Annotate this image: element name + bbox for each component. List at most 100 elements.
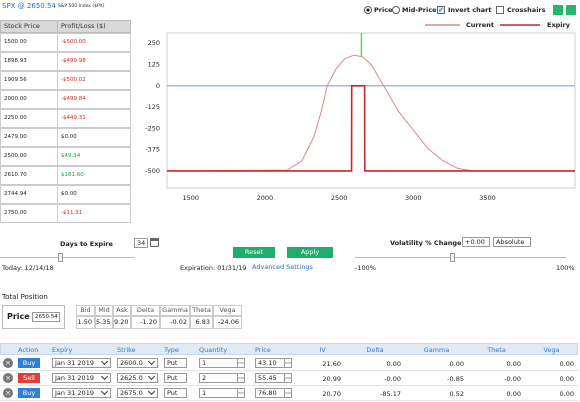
remove-icon[interactable]: × <box>3 388 13 398</box>
table-cell: 2500.00 <box>0 147 58 166</box>
price-label: Price <box>7 312 30 321</box>
advanced-link[interactable]: Advanced Settings <box>252 263 313 271</box>
greek-value: 9.20 <box>113 316 131 329</box>
x-tick-label: 1500 <box>182 194 199 202</box>
index-name: S&P 500 Index ($PX) <box>58 4 105 9</box>
price-input[interactable]: 2650.54 <box>32 312 60 322</box>
greek-header: Delta <box>131 305 160 316</box>
radio-label: Price <box>374 6 393 14</box>
cell-value: -85.17 <box>380 390 401 398</box>
checkbox-label: Crosshairs <box>507 6 546 14</box>
column-header: Price <box>255 346 271 354</box>
greek-value: -0.02 <box>160 316 190 329</box>
row-line <box>0 400 578 401</box>
symbol-link[interactable]: SPX @ 2650.54 <box>2 2 56 10</box>
table-header: Profit/Loss ($) <box>57 20 131 33</box>
column-header: Theta <box>487 346 506 354</box>
column-header: Type <box>164 346 179 354</box>
cell-value: -0.00 <box>504 375 521 383</box>
slider-track <box>0 257 135 258</box>
layout-button[interactable] <box>553 5 563 15</box>
column-header: Expiry <box>52 346 73 354</box>
vol-mode-select[interactable]: Absolute <box>493 237 531 247</box>
cell-value: 0.00 <box>559 375 574 383</box>
y-tick-label: -375 <box>145 146 160 154</box>
x-tick-label: 3000 <box>405 194 422 202</box>
radio-label: Mid-Price <box>402 6 437 14</box>
column-header: Gamma <box>423 346 450 354</box>
table-cell: 2610.70 <box>0 166 58 185</box>
column-header: Strike <box>117 346 136 354</box>
radio[interactable] <box>392 6 400 14</box>
vol-input[interactable]: +0.00 <box>462 237 490 247</box>
table-cell: -$500.02 <box>57 71 131 90</box>
checkbox-checked[interactable]: ✓ <box>437 6 445 14</box>
spinner[interactable] <box>237 358 245 368</box>
checkbox[interactable] <box>496 6 504 14</box>
table-cell: 2744.94 <box>0 185 58 204</box>
cell-value: 21.60 <box>322 360 341 368</box>
select[interactable]: 2625.0 <box>117 373 158 383</box>
greek-header: Bid <box>76 305 95 316</box>
select[interactable]: Put <box>164 373 187 383</box>
cell-value: 20.70 <box>322 390 341 398</box>
greek-header: Mid <box>95 305 113 316</box>
apply-button[interactable]: Apply <box>287 247 333 258</box>
table-cell: 2479.00 <box>0 128 58 147</box>
remove-icon[interactable]: × <box>3 358 13 368</box>
table-cell: 2000.00 <box>0 90 58 109</box>
greek-value: 1.50 <box>76 316 95 329</box>
spinner[interactable] <box>284 388 292 398</box>
spinner[interactable] <box>284 358 292 368</box>
vol-min: -100% <box>355 264 376 272</box>
slider-handle[interactable] <box>58 253 63 262</box>
y-tick-label: 125 <box>148 61 160 69</box>
days-input[interactable]: 34 <box>134 238 148 248</box>
table-cell: 2750.00 <box>0 204 58 223</box>
cell-value: -0.85 <box>447 375 464 383</box>
select[interactable]: 2675.0 <box>117 388 158 398</box>
table-cell: -$499.98 <box>57 52 131 71</box>
cell-value: 0.52 <box>449 390 464 398</box>
table-cell: -$11.31 <box>57 204 131 223</box>
select[interactable]: Jan 31 2019 <box>52 373 111 383</box>
cell-value: 0.00 <box>559 390 574 398</box>
reset-button[interactable]: Reset <box>233 247 275 258</box>
x-tick-label: 2500 <box>331 194 348 202</box>
select[interactable]: Put <box>164 388 187 398</box>
table-cell: $0.00 <box>57 128 131 147</box>
x-tick-label: 3500 <box>479 194 496 202</box>
cell-value: 0.00 <box>559 360 574 368</box>
slider-track <box>355 257 566 258</box>
spinner[interactable] <box>237 388 245 398</box>
action-button[interactable]: Sell <box>18 373 40 383</box>
select[interactable]: Jan 31 2019 <box>52 388 111 398</box>
layout-button[interactable] <box>566 5 576 15</box>
column-header: IV <box>319 346 326 354</box>
action-button[interactable]: Buy <box>18 358 40 368</box>
row-line <box>0 385 578 386</box>
series-line <box>167 85 575 172</box>
y-tick-label: -500 <box>145 167 160 175</box>
remove-icon[interactable]: × <box>3 373 13 383</box>
x-tick-label: 2000 <box>257 194 274 202</box>
calendar-icon[interactable] <box>150 238 159 247</box>
slider-handle[interactable] <box>450 253 455 262</box>
spinner[interactable] <box>284 373 292 383</box>
select[interactable]: Put <box>164 358 187 368</box>
greek-header: Vega <box>213 305 242 316</box>
greek-value: -1.20 <box>131 316 160 329</box>
table-cell: -$449.31 <box>57 109 131 128</box>
action-button[interactable]: Buy <box>18 388 40 398</box>
vol-max: 100% <box>556 264 575 272</box>
table-header: Stock Price <box>0 20 58 33</box>
spinner[interactable] <box>237 373 245 383</box>
table-cell: 1898.93 <box>0 52 58 71</box>
table-cell: -$499.84 <box>57 90 131 109</box>
plot-frame <box>166 32 576 189</box>
select[interactable]: Jan 31 2019 <box>52 358 111 368</box>
days-label: Days to Expire <box>60 240 113 248</box>
radio-checked[interactable] <box>364 6 372 14</box>
y-tick-label: 250 <box>148 39 160 47</box>
select[interactable]: 2600.0 <box>117 358 158 368</box>
